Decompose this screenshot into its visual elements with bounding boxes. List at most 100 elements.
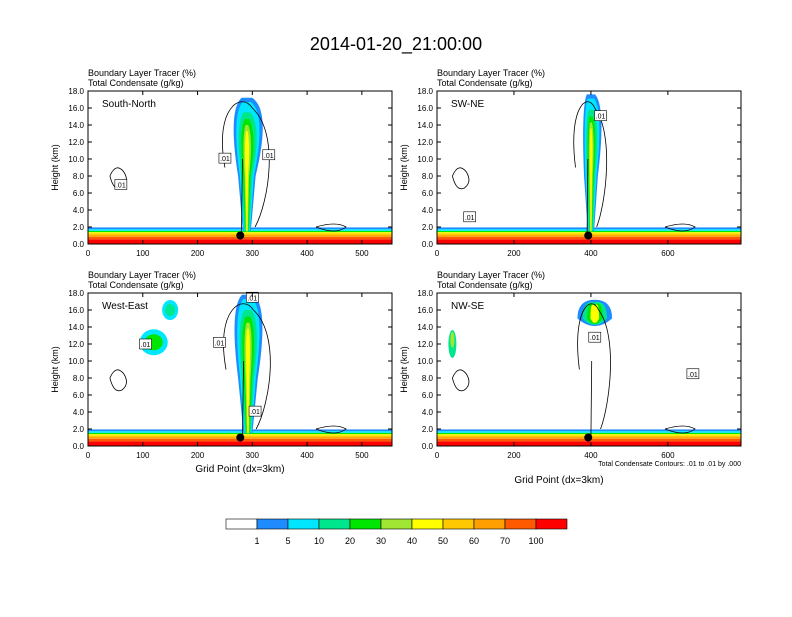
contour-line [573, 101, 608, 228]
y-tick-label: 2.0 [73, 223, 85, 232]
x-tick-label: 500 [355, 451, 369, 460]
contour-label-box [463, 211, 477, 223]
y-tick-label: 18.0 [417, 87, 433, 96]
panel-label: South-North [102, 99, 156, 110]
y-tick-label: 6.0 [73, 189, 85, 198]
tracer-band [88, 229, 392, 231]
contour-line [242, 360, 244, 438]
y-tick-label: 18.0 [68, 87, 84, 96]
contour-line [315, 223, 347, 232]
y-tick-label: 4.0 [73, 206, 85, 215]
field [88, 294, 392, 446]
location-marker [236, 433, 245, 442]
y-tick-label: 18.0 [417, 289, 433, 298]
tracer-band [437, 230, 741, 233]
x-tick-label: 400 [584, 249, 598, 258]
contour-label-box [248, 405, 262, 417]
x-tick-label: 300 [246, 451, 260, 460]
anvil-layer [590, 304, 600, 323]
y-tick-label: 18.0 [68, 289, 84, 298]
contour-line [240, 158, 243, 236]
y-tick-label: 8.0 [422, 172, 434, 181]
y-tick-label: 0.0 [73, 442, 85, 451]
tracer-band [437, 429, 741, 432]
y-tick-label: 14.0 [417, 121, 433, 130]
colorbar-label: 10 [314, 536, 324, 546]
tracer-band [88, 432, 392, 435]
contour-line [452, 167, 470, 190]
tracer-band [88, 441, 392, 446]
x-tick-label: 100 [136, 249, 150, 258]
contour-label: .01 [250, 409, 260, 416]
y-tick-label: 14.0 [417, 323, 433, 332]
colorbar-label: 60 [469, 536, 479, 546]
contour-label-box [686, 368, 700, 380]
panel-3: .01 .01 0.0 2.0 4.0 6.0 8.0 10.0 12.0 14.0 16.0 18.… [399, 270, 742, 486]
x-tick-label: 400 [300, 451, 314, 460]
contour-label: .01 [215, 340, 225, 347]
colorbar-label: 5 [285, 536, 290, 546]
y-tick-label: 10.0 [68, 155, 84, 164]
colorbar-label: 30 [376, 536, 386, 546]
subtitle-condensate: Total Condensate (g/kg) [437, 78, 533, 88]
x-tick-label: 0 [435, 451, 440, 460]
subtitle-tracer: Boundary Layer Tracer (%) [88, 270, 196, 280]
colorbar-swatch [318, 518, 351, 530]
contour-line [109, 369, 127, 392]
x-tick-label: 200 [191, 249, 205, 258]
y-tick-label: 4.0 [422, 408, 434, 417]
y-tick-label: 16.0 [68, 306, 84, 315]
contour-label: .01 [220, 156, 230, 163]
x-axis-label: Grid Point (dx=3km) [514, 475, 603, 486]
colorbar-swatch [442, 518, 475, 530]
contour-line [664, 223, 696, 232]
contour-line [452, 369, 470, 392]
contour-line [590, 360, 593, 438]
x-tick-label: 100 [136, 451, 150, 460]
plot-frame [87, 292, 393, 447]
contour-line [315, 425, 347, 434]
panel-1: .01 .01 0.0 2.0 4.0 6.0 8.0 10.0 12.0 14.0 16.0 18.… [399, 68, 742, 258]
panel-label: NW-SE [451, 301, 484, 312]
colorbar-swatch [473, 518, 506, 530]
y-tick-label: 6.0 [422, 391, 434, 400]
colorbar-label: 50 [438, 536, 448, 546]
y-tick-label: 4.0 [73, 408, 85, 417]
x-tick-label: 600 [661, 451, 675, 460]
y-tick-label: 12.0 [417, 138, 433, 147]
contour-footnote: Total Condensate Contours: .01 to .01 by… [598, 461, 741, 468]
contour-line [222, 101, 270, 228]
subtitle-tracer: Boundary Layer Tracer (%) [437, 270, 545, 280]
y-tick-label: 6.0 [422, 189, 434, 198]
contour-line [223, 303, 271, 430]
contour-label-box [246, 291, 259, 303]
y-tick-label: 12.0 [68, 138, 84, 147]
y-tick-label: 10.0 [417, 155, 433, 164]
contour-label: .01 [247, 295, 257, 302]
x-tick-label: 600 [661, 249, 675, 258]
cloud-feature [165, 304, 176, 316]
y-axis-label: Height (km) [50, 346, 60, 393]
y-tick-label: 14.0 [68, 323, 84, 332]
condensate-contours [452, 101, 696, 236]
colorbar-label: 100 [528, 536, 543, 546]
y-tick-label: 16.0 [417, 104, 433, 113]
x-tick-label: 200 [191, 451, 205, 460]
x-axis-label: Grid Point (dx=3km) [195, 464, 284, 475]
subtitle-condensate: Total Condensate (g/kg) [88, 78, 184, 88]
contour-label: .01 [465, 215, 475, 222]
x-tick-label: 400 [300, 249, 314, 258]
condensate-contours [452, 303, 696, 438]
y-tick-label: 4.0 [422, 206, 434, 215]
x-tick-label: 400 [584, 451, 598, 460]
colorbar-swatch [287, 518, 320, 530]
contour-label-box [139, 338, 152, 350]
colorbar-label: 20 [345, 536, 355, 546]
y-tick-label: 10.0 [417, 357, 433, 366]
colorbar-label: 40 [407, 536, 417, 546]
plot-frame [436, 292, 742, 447]
figure-title: 2014-01-20_21:00:00 [310, 34, 482, 55]
subtitle-tracer: Boundary Layer Tracer (%) [437, 68, 545, 78]
y-tick-label: 14.0 [68, 121, 84, 130]
